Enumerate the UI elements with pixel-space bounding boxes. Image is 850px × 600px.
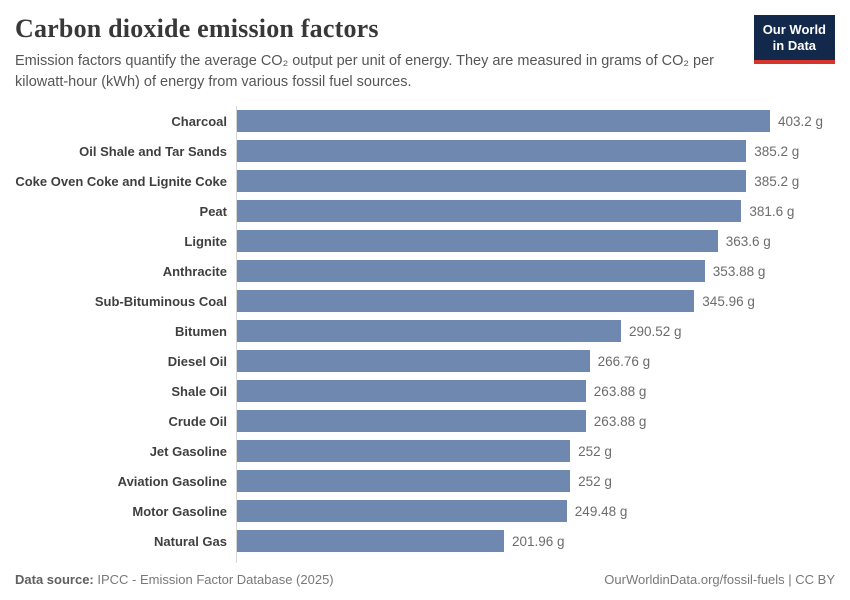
value-label: 353.88 g xyxy=(712,263,766,279)
category-label: Peat xyxy=(199,203,227,219)
bar-row: Sub-Bituminous Coal 345.96 g xyxy=(15,286,835,317)
axis-tail-spacer xyxy=(15,556,236,563)
header: Carbon dioxide emission factors Emission… xyxy=(15,13,835,93)
bar-row: Jet Gasoline 252 g xyxy=(15,436,835,467)
logo-line-1: Our World xyxy=(762,22,826,37)
page-subtitle: Emission factors quantify the average CO… xyxy=(15,53,715,91)
category-label: Lignite xyxy=(184,233,227,249)
value-label: 252 g xyxy=(578,473,612,489)
bar-row: Motor Gasoline 249.48 g xyxy=(15,496,835,527)
bar[interactable] xyxy=(237,470,571,493)
value-label: 381.6 g xyxy=(749,203,795,219)
bar-row: Shale Oil 263.88 g xyxy=(15,376,835,407)
citation-link[interactable]: OurWorldinData.org/fossil-fuels | CC BY xyxy=(604,572,835,587)
data-source: Data source: IPCC - Emission Factor Datab… xyxy=(15,572,334,587)
bar-area: 353.88 g xyxy=(236,256,835,287)
bar-area: 252 g xyxy=(236,436,835,467)
bar-area: 266.76 g xyxy=(236,346,835,377)
bar-row: Coke Oven Coke and Lignite Coke 385.2 g xyxy=(15,166,835,197)
bar-row: Peat 381.6 g xyxy=(15,196,835,227)
value-label: 263.88 g xyxy=(593,413,647,429)
data-source-label: Data source: xyxy=(15,572,94,587)
bar-area: 385.2 g xyxy=(236,166,835,197)
bar-row: Crude Oil 263.88 g xyxy=(15,406,835,437)
bar[interactable] xyxy=(237,440,571,463)
value-label: 249.48 g xyxy=(574,503,628,519)
bar-area: 385.2 g xyxy=(236,136,835,167)
category-label: Coke Oven Coke and Lignite Coke xyxy=(15,173,227,189)
bar-area: 252 g xyxy=(236,466,835,497)
value-label: 201.96 g xyxy=(512,533,565,549)
value-label: 385.2 g xyxy=(754,173,800,189)
value-label: 290.52 g xyxy=(629,323,682,339)
bar-area: 403.2 g xyxy=(236,106,835,137)
owid-logo[interactable]: Our World in Data xyxy=(753,15,835,64)
bar-area: 201.96 g xyxy=(236,526,835,557)
bar-area: 290.52 g xyxy=(236,316,835,347)
category-label: Anthracite xyxy=(162,263,227,279)
logo-line-2: in Data xyxy=(772,38,817,54)
bar[interactable] xyxy=(237,500,567,523)
bar[interactable] xyxy=(237,380,586,403)
value-label: 363.6 g xyxy=(725,233,771,249)
bar-row: Bitumen 290.52 g xyxy=(15,316,835,347)
bar-area: 263.88 g xyxy=(236,376,835,407)
category-label: Motor Gasoline xyxy=(132,503,227,519)
category-label: Sub-Bituminous Coal xyxy=(94,293,227,309)
header-text: Carbon dioxide emission factors Emission… xyxy=(15,13,745,93)
axis-tail xyxy=(15,556,835,564)
page-title: Carbon dioxide emission factors xyxy=(15,14,379,43)
axis-line xyxy=(236,556,835,564)
bar[interactable] xyxy=(237,320,621,343)
bar[interactable] xyxy=(237,290,695,313)
category-label: Crude Oil xyxy=(168,413,227,429)
bar-area: 363.6 g xyxy=(236,226,835,257)
value-label: 266.76 g xyxy=(597,353,651,369)
bar[interactable] xyxy=(237,260,705,283)
category-label: Jet Gasoline xyxy=(149,443,227,459)
bar-area: 345.96 g xyxy=(236,286,835,317)
bar[interactable] xyxy=(237,140,747,163)
category-label: Shale Oil xyxy=(171,383,227,399)
category-label: Natural Gas xyxy=(154,533,227,549)
category-label: Diesel Oil xyxy=(167,353,227,369)
value-label: 385.2 g xyxy=(754,143,800,159)
bar[interactable] xyxy=(237,410,586,433)
bar-row: Diesel Oil 266.76 g xyxy=(15,346,835,377)
footer: Data source: IPCC - Emission Factor Datab… xyxy=(15,572,835,587)
category-label: Aviation Gasoline xyxy=(117,473,227,489)
data-source-text: IPCC - Emission Factor Database (2025) xyxy=(97,572,334,587)
category-label: Oil Shale and Tar Sands xyxy=(79,143,227,159)
bar-row: Natural Gas 201.96 g xyxy=(15,526,835,557)
bar[interactable] xyxy=(237,200,742,223)
category-label: Bitumen xyxy=(175,323,227,339)
category-label: Charcoal xyxy=(171,113,227,129)
bar-row: Oil Shale and Tar Sands 385.2 g xyxy=(15,136,835,167)
bar-chart: Charcoal 403.2 g Oil Shale and Tar Sands 38… xyxy=(15,106,835,564)
bar-area: 263.88 g xyxy=(236,406,835,437)
bar-row: Lignite 363.6 g xyxy=(15,226,835,257)
bar-area: 249.48 g xyxy=(236,496,835,527)
value-label: 252 g xyxy=(578,443,612,459)
bar[interactable] xyxy=(237,530,504,553)
bar[interactable] xyxy=(237,350,590,373)
bar[interactable] xyxy=(237,230,718,253)
value-label: 263.88 g xyxy=(593,383,647,399)
value-label: 403.2 g xyxy=(778,113,824,129)
bar[interactable] xyxy=(237,170,747,193)
bar-area: 381.6 g xyxy=(236,196,835,227)
bar[interactable] xyxy=(237,110,770,133)
bar-row: Charcoal 403.2 g xyxy=(15,106,835,137)
bar-row: Anthracite 353.88 g xyxy=(15,256,835,287)
value-label: 345.96 g xyxy=(702,293,755,309)
bar-row: Aviation Gasoline 252 g xyxy=(15,466,835,497)
